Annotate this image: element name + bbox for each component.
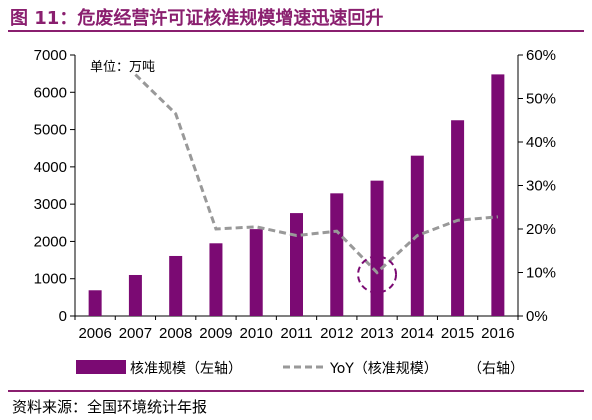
- bar: [370, 180, 384, 316]
- bar: [128, 274, 142, 316]
- legend-bar-swatch: [76, 360, 126, 374]
- bar: [330, 193, 344, 316]
- y-right-tick-label: 0%: [526, 308, 548, 325]
- yoy-line: [134, 73, 498, 275]
- x-tick-label: 2008: [159, 325, 192, 342]
- y-right-tick-label: 60%: [526, 47, 556, 64]
- legend: 核准规模（左轴） YoY（核准规模） （右轴）: [76, 360, 524, 377]
- tick-labels: 0 1000 2000 3000 4000 5000 6000 7000 0% 10% 20% 30%…: [34, 47, 556, 342]
- bar-series: [88, 74, 505, 316]
- x-tick-label: 2015: [441, 325, 474, 342]
- bar: [451, 120, 465, 316]
- y-left-tick-label: 6000: [34, 84, 67, 101]
- unit-label: 单位：万吨: [90, 60, 155, 75]
- x-tick-label: 2014: [401, 325, 434, 342]
- y-right-tick-label: 50%: [526, 91, 556, 108]
- figure-title: 图 11：危废经营许可证核准规模增速迅速回升: [10, 8, 384, 29]
- x-tick-label: 2006: [78, 325, 111, 342]
- x-tick-label: 2012: [320, 325, 353, 342]
- yoy-line-series: [134, 73, 498, 294]
- bar: [249, 229, 263, 316]
- bar: [169, 255, 183, 316]
- y-left-tick-label: 4000: [34, 159, 67, 176]
- y-left-tick-label: 3000: [34, 196, 67, 213]
- x-tick-label: 2007: [119, 325, 152, 342]
- bar: [290, 213, 303, 316]
- x-tick-label: 2011: [280, 325, 312, 342]
- y-left-tick-label: 1000: [34, 271, 67, 288]
- bar: [209, 243, 223, 316]
- bar: [88, 290, 102, 316]
- x-tick-label: 2016: [481, 325, 514, 342]
- source-rule: [8, 390, 584, 392]
- bar: [491, 74, 505, 316]
- y-left-tick-label: 5000: [34, 122, 67, 139]
- legend-line-label: YoY（核准规模）: [329, 361, 438, 377]
- legend-line-axis-label: （右轴）: [468, 361, 524, 377]
- y-left-tick-label: 7000: [34, 47, 67, 64]
- y-right-tick-label: 40%: [526, 134, 556, 151]
- y-left-tick-label: 0: [59, 308, 67, 325]
- y-right-tick-label: 20%: [526, 221, 556, 238]
- title-rule: [8, 30, 584, 32]
- source-note: 资料来源：全国环境统计年报: [12, 398, 208, 416]
- legend-bar-label: 核准规模（左轴）: [130, 361, 242, 377]
- y-left-tick-label: 2000: [34, 233, 67, 250]
- highlight-circle: [357, 255, 398, 294]
- y-right-tick-label: 30%: [526, 178, 556, 195]
- x-tick-label: 2009: [199, 325, 232, 342]
- x-tick-label: 2013: [360, 325, 393, 342]
- x-tick-label: 2010: [240, 325, 273, 342]
- y-right-tick-label: 10%: [526, 265, 556, 282]
